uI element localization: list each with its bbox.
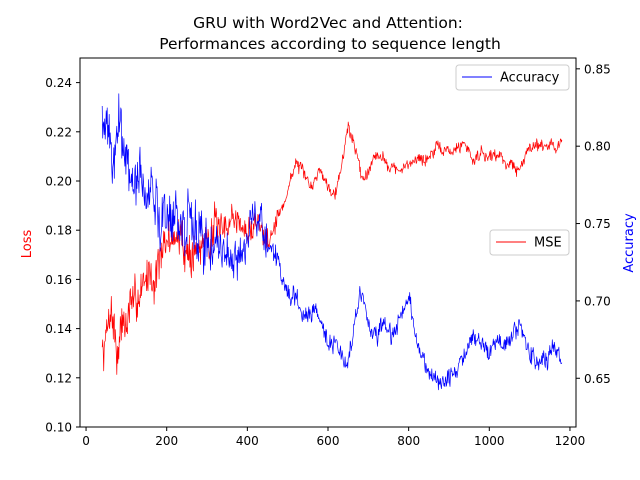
series-line-mse bbox=[101, 121, 563, 375]
x-tick-label: 400 bbox=[236, 434, 259, 448]
series-layer bbox=[101, 93, 563, 391]
left-axis-label: Loss bbox=[20, 230, 35, 259]
legend-mse-box bbox=[489, 229, 570, 256]
left-tick-label: 0.24 bbox=[45, 76, 72, 90]
right-tick-label: 0.70 bbox=[584, 294, 611, 308]
chart-title-line1: GRU with Word2Vec and Attention: bbox=[193, 14, 463, 32]
x-tick-label: 0 bbox=[82, 434, 90, 448]
legend-accuracy-box bbox=[455, 64, 570, 91]
left-tick-label: 0.22 bbox=[45, 125, 72, 139]
right-tick-label: 0.80 bbox=[584, 140, 611, 154]
left-tick-label: 0.16 bbox=[45, 273, 72, 287]
left-tick-label: 0.12 bbox=[45, 371, 72, 385]
right-tick-label: 0.65 bbox=[584, 372, 611, 386]
right-axis-label: Accuracy bbox=[622, 213, 637, 273]
series-line-accuracy bbox=[101, 93, 563, 391]
right-tick-label: 0.85 bbox=[584, 62, 611, 76]
legend-accuracy-label: Accuracy bbox=[500, 71, 560, 86]
x-tick-label: 200 bbox=[155, 434, 178, 448]
axes-layer: 0 200 400 600 800 1000 1200 0.10 0.12 0.14 0.16 0.1… bbox=[45, 57, 611, 448]
legend-mse-label: MSE bbox=[534, 236, 562, 251]
x-tick-label: 800 bbox=[397, 434, 420, 448]
x-tick-label: 1200 bbox=[555, 434, 586, 448]
left-tick-label: 0.20 bbox=[45, 175, 72, 189]
chart-title-line2: Performances according to sequence lengt… bbox=[159, 35, 501, 53]
right-tick-label: 0.75 bbox=[584, 217, 611, 231]
x-tick-label: 600 bbox=[317, 434, 340, 448]
left-tick-label: 0.18 bbox=[45, 224, 72, 238]
x-tick-label: 1000 bbox=[474, 434, 505, 448]
legend-mse: MSE bbox=[489, 229, 570, 256]
legend-accuracy: Accuracy bbox=[455, 64, 570, 91]
left-tick-label: 0.14 bbox=[45, 322, 72, 336]
left-tick-label: 0.10 bbox=[45, 421, 72, 435]
